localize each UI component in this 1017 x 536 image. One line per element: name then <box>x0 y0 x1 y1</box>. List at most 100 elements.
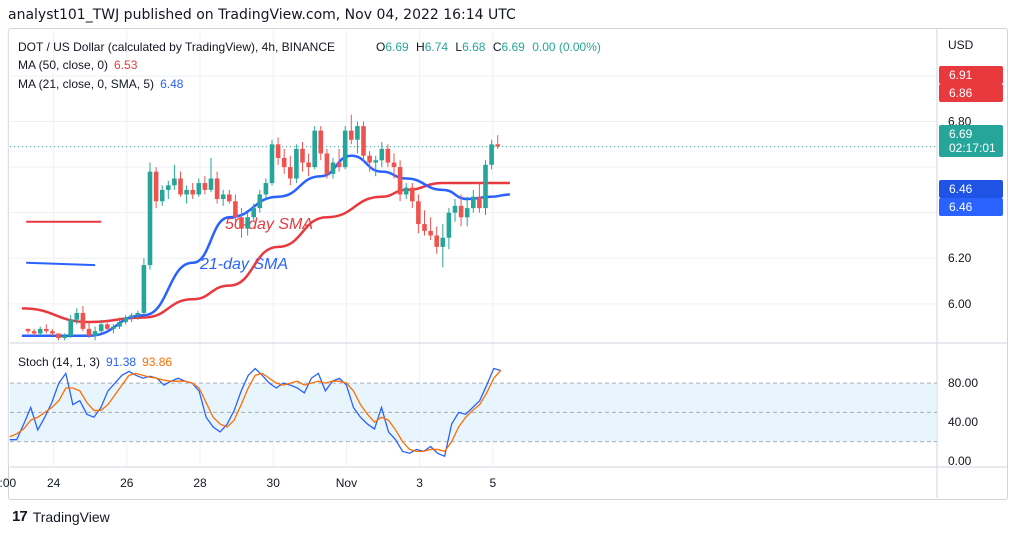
candle-body <box>123 317 128 323</box>
stochastic-pane <box>9 367 937 458</box>
candle-body <box>379 148 385 161</box>
price-tick-label: 6.20 <box>948 251 972 265</box>
candle-body <box>86 328 92 336</box>
candle-body <box>385 148 391 163</box>
candle-body <box>281 157 287 168</box>
time-tick-label: Nov <box>336 476 357 490</box>
candle-body <box>190 189 195 195</box>
candle-body <box>373 160 378 163</box>
footer-brand[interactable]: 17 TradingView <box>12 508 110 525</box>
candle-body <box>214 178 220 199</box>
candle-body <box>330 162 336 174</box>
candle-body <box>489 144 494 165</box>
candle-body <box>269 144 275 184</box>
candle-body <box>135 312 141 316</box>
candle-body <box>367 155 372 163</box>
candle-body <box>31 331 37 334</box>
stoch-tick-label: 80.00 <box>948 376 978 390</box>
time-tick-label: :00 <box>0 476 17 490</box>
annotation-sma21-label: 21-day SMA <box>199 256 288 273</box>
candle-body <box>403 187 409 195</box>
candle-body <box>98 324 104 332</box>
candle-body <box>288 167 293 179</box>
currency-label: USD <box>948 38 974 52</box>
candle-body <box>464 208 470 218</box>
candle-body <box>355 126 360 140</box>
candle-body <box>37 328 43 334</box>
candle-body <box>129 315 134 318</box>
publish-header: analyst101_TWJ published on TradingView.… <box>8 7 516 23</box>
candle-body <box>471 196 476 209</box>
candle-body <box>141 265 147 313</box>
annotation-ma21-line <box>26 261 96 267</box>
candle-body <box>25 328 31 332</box>
stoch-tick-label: 0.00 <box>948 454 972 468</box>
ma21-top-badge-text: 6.86 <box>949 86 973 100</box>
candle-body <box>342 130 348 168</box>
legend-ma21: MA (21, close, 0, SMA, 5) 6.48 <box>18 77 184 91</box>
time-tick-label: 28 <box>193 476 207 490</box>
ma50-top-badge <box>939 66 1003 84</box>
ma21-now-badge-text: 6.46 <box>949 200 973 214</box>
candle-body <box>202 183 208 190</box>
price-tick-label: 6.00 <box>948 297 972 311</box>
candle-body <box>312 130 317 168</box>
candle-body <box>416 201 421 225</box>
candle-body <box>56 333 61 338</box>
candle-body <box>44 328 49 332</box>
candle-body <box>62 335 67 338</box>
candle-body <box>92 331 98 336</box>
candle-body <box>446 212 452 238</box>
candle-body <box>434 235 439 247</box>
annotation-sma50-label: 50-day SMA <box>225 216 313 233</box>
candle-body <box>458 205 464 218</box>
ma50-top-badge-text: 6.91 <box>949 68 973 82</box>
candle-body <box>477 196 482 209</box>
candle-body <box>422 224 427 231</box>
candle-body <box>105 324 110 329</box>
candle-body <box>178 178 183 195</box>
candle-body <box>196 183 202 195</box>
candle-body <box>495 144 500 147</box>
time-tick-label: 24 <box>47 476 61 490</box>
candle-body <box>294 148 299 179</box>
time-tick-label: 5 <box>489 476 496 490</box>
candle-body <box>318 130 324 154</box>
candle-body <box>50 331 55 334</box>
legend-stoch: Stoch (14, 1, 3) 91.38 93.86 <box>18 355 172 369</box>
ma21-now-badge <box>939 198 1003 216</box>
time-tick-label: 30 <box>267 476 281 490</box>
candle-body <box>483 164 488 209</box>
stoch-d-line <box>9 370 502 453</box>
legend-ohlc: O6.69 H6.74 L6.68 C6.69 0.00 (0.00%) <box>376 40 601 54</box>
last-price-badge-text: 6.69 <box>949 127 973 141</box>
last-price-badge <box>939 125 1003 157</box>
candle-body <box>397 167 403 195</box>
candle-body <box>336 162 342 168</box>
candle-body <box>300 148 305 163</box>
footer-brand-label: TradingView <box>32 508 110 525</box>
chart-frame <box>8 28 1008 500</box>
candle-body <box>410 187 415 202</box>
candle-body <box>117 322 122 327</box>
candle-body <box>257 194 263 209</box>
candle-body <box>245 217 250 229</box>
ma50-now-badge <box>939 180 1003 198</box>
tradingview-logo-icon: 17 <box>12 508 28 525</box>
chart-annotations: 50-day SMA 21-day SMA <box>26 216 313 273</box>
stoch-k-line <box>9 367 501 458</box>
legend-ma50: MA (50, close, 0) 6.53 <box>18 58 138 72</box>
candle-body <box>159 189 165 202</box>
candle-body <box>361 126 366 156</box>
candle-body <box>306 162 311 168</box>
candle-body <box>263 183 269 195</box>
candle-body <box>166 185 171 190</box>
candle-body <box>80 312 86 329</box>
candle-body <box>324 153 330 174</box>
candle-body <box>233 201 238 218</box>
time-tick-label: 26 <box>120 476 134 490</box>
candle-body <box>275 144 281 158</box>
candle-body <box>184 189 189 195</box>
